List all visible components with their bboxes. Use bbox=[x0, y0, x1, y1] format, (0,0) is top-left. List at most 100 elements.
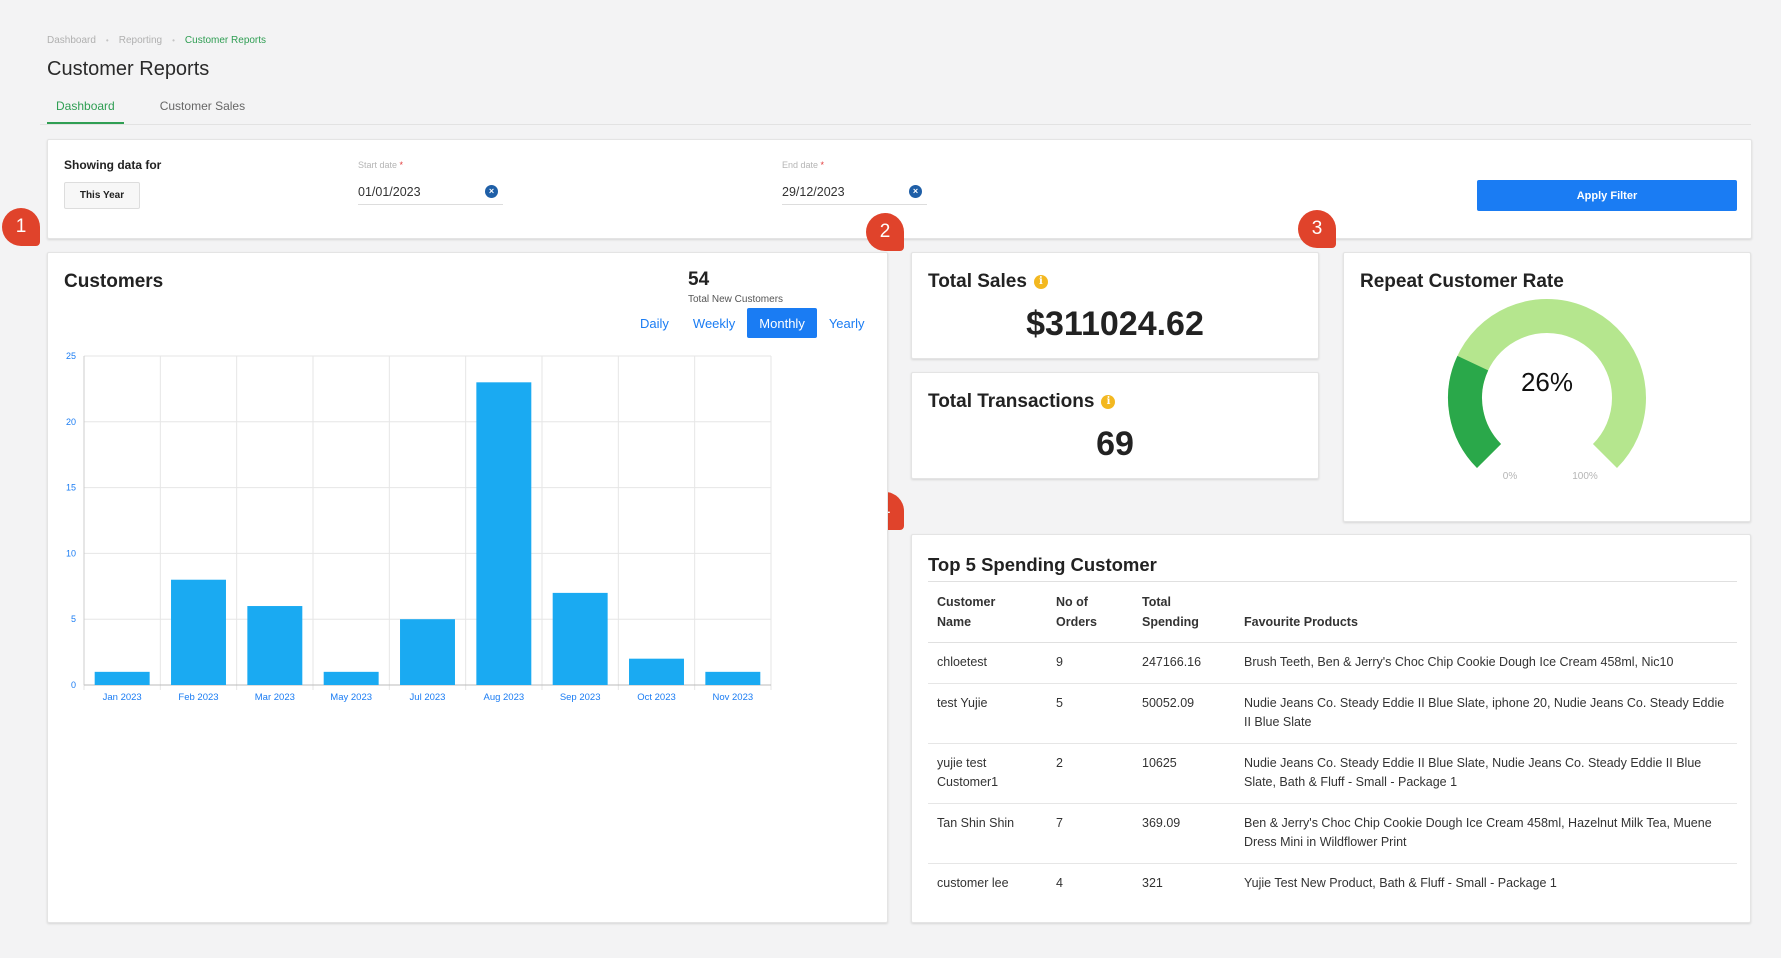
bar[interactable] bbox=[552, 592, 608, 685]
bar[interactable] bbox=[247, 606, 303, 685]
start-date-label: Start date * bbox=[358, 160, 404, 170]
annotation-marker-1: 1 bbox=[2, 208, 40, 246]
column-header-favourite-products: Favourite Products bbox=[1235, 581, 1737, 643]
x-tick-label: Aug 2023 bbox=[483, 692, 524, 703]
table-row: customer lee 4 321 Yujie Test New Product, … bbox=[928, 863, 1737, 903]
gauge-min-label: 0% bbox=[1503, 471, 1518, 482]
x-tick-label: Mar 2023 bbox=[255, 692, 295, 703]
x-tick-label: Jul 2023 bbox=[410, 692, 446, 703]
y-tick-label: 25 bbox=[66, 351, 76, 361]
customer-name-cell: chloetest bbox=[928, 642, 1047, 684]
bar[interactable] bbox=[400, 619, 455, 685]
orders-cell: 4 bbox=[1056, 875, 1063, 890]
x-tick-label: May 2023 bbox=[330, 692, 372, 703]
table-row: Tan Shin Shin 7 369.09 Ben & Jerry's Choc C… bbox=[928, 803, 1737, 864]
total-new-customers-label: Total New Customers bbox=[688, 294, 784, 305]
y-tick-label: 15 bbox=[66, 483, 76, 493]
y-tick-label: 10 bbox=[66, 548, 76, 558]
y-tick-label: 5 bbox=[71, 614, 76, 624]
range-yearly-button[interactable]: Yearly bbox=[828, 315, 865, 331]
table-row: chloetest 9 247166.16 Brush Teeth, Ben & Je… bbox=[928, 642, 1737, 684]
clear-end-date-icon[interactable]: × bbox=[909, 185, 922, 198]
column-header-total-spending: Total Spending bbox=[1133, 581, 1235, 643]
column-header-no-of-orders: No of Orders bbox=[1047, 581, 1133, 643]
total-transactions-card: Total Transactions i 69 bbox=[911, 372, 1319, 479]
total-sales-title: Total Sales bbox=[928, 271, 1027, 292]
bar[interactable] bbox=[94, 671, 150, 685]
info-icon[interactable]: i bbox=[1101, 395, 1116, 409]
end-date-input[interactable] bbox=[782, 180, 927, 205]
spending-cell: 10625 bbox=[1133, 743, 1235, 804]
showing-data-label: Showing data for bbox=[64, 158, 162, 172]
gauge-value: 26% bbox=[1521, 367, 1573, 397]
top-spending-customers-card: Top 5 Spending Customer Customer Name No … bbox=[911, 534, 1751, 923]
orders-cell: 2 bbox=[1047, 743, 1133, 804]
page-title: Customer Reports bbox=[47, 58, 210, 80]
breadcrumb-reporting[interactable]: Reporting bbox=[118, 35, 163, 46]
y-tick-label: 0 bbox=[71, 680, 76, 690]
customers-title: Customers bbox=[64, 271, 164, 292]
start-date-input[interactable] bbox=[358, 180, 503, 205]
spending-cell: 321 bbox=[1142, 875, 1163, 890]
gauge-fill bbox=[1448, 355, 1502, 468]
customers-card: Customers 54 Total New Customers Daily W… bbox=[47, 252, 888, 923]
table-row: yujie test Customer1 2 10625 Nudie Jeans Co… bbox=[928, 743, 1737, 804]
top5-table: Customer Name No of Orders Total Spending F… bbox=[928, 581, 1737, 903]
table-row: test Yujie 5 50052.09 Nudie Jeans Co. Stead… bbox=[928, 683, 1737, 744]
favourite-products-cell: Yujie Test New Product, Bath & Fluff - S… bbox=[1244, 875, 1557, 890]
spending-cell: 369.09 bbox=[1133, 803, 1235, 864]
favourite-products-cell: Nudie Jeans Co. Steady Eddie II Blue Sla… bbox=[1235, 743, 1737, 804]
annotation-marker-3: 3 bbox=[1298, 210, 1336, 248]
x-tick-label: Feb 2023 bbox=[178, 692, 218, 703]
orders-cell: 5 bbox=[1047, 683, 1133, 744]
orders-cell: 9 bbox=[1047, 642, 1133, 684]
bar[interactable] bbox=[171, 579, 226, 685]
total-transactions-value: 69 bbox=[1096, 425, 1134, 463]
spending-cell: 247166.16 bbox=[1133, 642, 1235, 684]
favourite-products-cell: Nudie Jeans Co. Steady Eddie II Blue Sla… bbox=[1235, 683, 1737, 744]
bar[interactable] bbox=[323, 671, 379, 685]
range-monthly-button[interactable]: Monthly bbox=[747, 308, 817, 338]
range-weekly-button[interactable]: Weekly bbox=[692, 315, 736, 331]
total-sales-value: $311024.62 bbox=[1026, 305, 1204, 343]
breadcrumb-dashboard[interactable]: Dashboard bbox=[47, 35, 96, 46]
x-tick-label: Oct 2023 bbox=[637, 692, 676, 703]
customer-name-cell: test Yujie bbox=[928, 683, 1047, 744]
apply-filter-button[interactable]: Apply Filter bbox=[1477, 180, 1737, 211]
repeat-customer-rate-card: Repeat Customer Rate 26% 0% 100% bbox=[1343, 252, 1751, 522]
total-new-customers-value: 54 bbox=[688, 269, 710, 290]
breadcrumb-customer-reports: Customer Reports bbox=[184, 35, 267, 46]
breadcrumb-separator: • bbox=[105, 36, 109, 45]
favourite-products-cell: Brush Teeth, Ben & Jerry's Choc Chip Coo… bbox=[1235, 642, 1737, 684]
annotation-marker-2: 2 bbox=[866, 213, 904, 251]
range-selector: Daily Weekly Monthly Yearly bbox=[628, 308, 876, 338]
bar[interactable] bbox=[629, 658, 684, 685]
tab-dashboard[interactable]: Dashboard bbox=[47, 95, 124, 124]
bar[interactable] bbox=[476, 382, 532, 685]
column-header-customer-name: Customer Name bbox=[928, 581, 1047, 643]
spending-cell: 50052.09 bbox=[1133, 683, 1235, 744]
x-tick-label: Sep 2023 bbox=[560, 692, 601, 703]
period-select-button[interactable]: This Year bbox=[64, 182, 140, 209]
favourite-products-cell: Ben & Jerry's Choc Chip Cookie Dough Ice… bbox=[1235, 803, 1737, 864]
total-transactions-title-row: Total Transactions i bbox=[928, 391, 1116, 413]
tab-customer-sales[interactable]: Customer Sales bbox=[159, 99, 246, 113]
customer-name-cell: yujie test Customer1 bbox=[928, 743, 1047, 804]
range-daily-button[interactable]: Daily bbox=[640, 315, 669, 331]
y-tick-label: 20 bbox=[66, 417, 76, 427]
total-sales-card: Total Sales i $311024.62 bbox=[911, 252, 1319, 359]
tab-bar: Dashboard Customer Sales bbox=[47, 95, 281, 124]
customers-bar-chart: 0 5 10 15 20 25 Jan 2023 Feb 2023 Mar 2023 May 20… bbox=[66, 351, 772, 703]
top5-title: Top 5 Spending Customer bbox=[928, 554, 1157, 575]
repeat-rate-title: Repeat Customer Rate bbox=[1360, 271, 1564, 292]
bar[interactable] bbox=[705, 671, 761, 685]
tabs-divider bbox=[40, 124, 1751, 125]
info-icon[interactable]: i bbox=[1033, 275, 1048, 289]
breadcrumb: Dashboard • Reporting • Customer Reports bbox=[47, 35, 266, 46]
gauge-max-label: 100% bbox=[1572, 471, 1598, 482]
clear-start-date-icon[interactable]: × bbox=[485, 185, 498, 198]
customer-name-cell: Tan Shin Shin bbox=[928, 803, 1047, 864]
breadcrumb-separator: • bbox=[172, 36, 175, 45]
total-sales-title-row: Total Sales i bbox=[928, 271, 1048, 293]
customer-name-cell: customer lee bbox=[937, 875, 1009, 890]
